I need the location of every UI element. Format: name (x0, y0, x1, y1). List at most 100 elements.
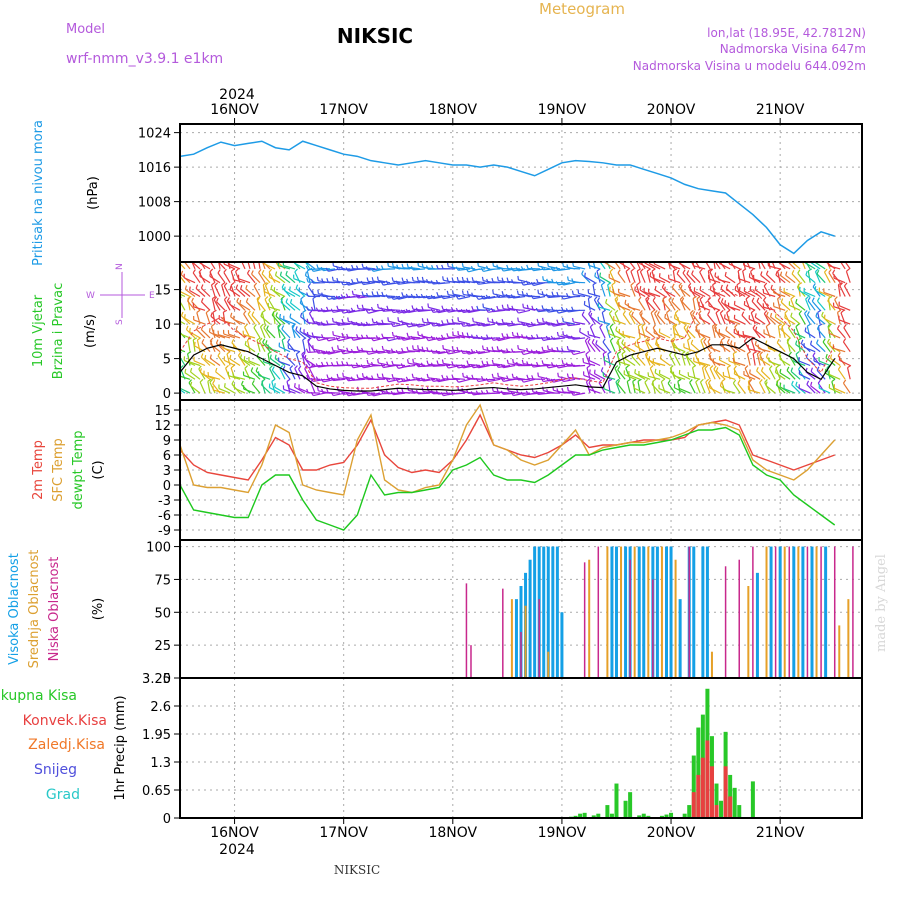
cloud-bar (688, 546, 690, 678)
wind-barb (656, 314, 666, 325)
wind-barb-flag (294, 268, 298, 273)
wind-barb-flag (250, 367, 254, 372)
wind-barb (588, 334, 601, 339)
wind-barb (801, 262, 806, 270)
wind-barb-flag (679, 296, 684, 300)
wind-barb-flag (804, 310, 808, 314)
wind-barb (804, 262, 816, 270)
wind-barb-flag (686, 270, 690, 275)
wind-barb-flag (470, 334, 474, 339)
wind-barb (689, 382, 696, 394)
wind-barb-flag (261, 309, 266, 313)
wind-barb-flag (565, 293, 569, 298)
wind-barb-flag (838, 282, 843, 286)
wind-barb (638, 299, 646, 311)
wind-ylabel-1: 10m Vjetar (31, 294, 46, 367)
wind-barb-flag (216, 297, 219, 303)
wind-barb-flag (173, 366, 175, 369)
wind-barb-flag (189, 286, 191, 291)
wind-barb (453, 377, 466, 380)
wind-barb-flag (520, 350, 524, 355)
wind-barb (438, 351, 451, 355)
wind-barb-flag (221, 282, 226, 286)
wind-barb-flag (395, 309, 399, 314)
wind-barb-flag (366, 277, 369, 282)
wind-barb (210, 315, 221, 325)
wind-barb-flag (540, 336, 544, 341)
cloud-bar (769, 546, 773, 678)
wind-barb (306, 270, 311, 283)
wind-barb (209, 275, 221, 284)
wind-barb (753, 278, 766, 284)
precip-bar (700, 757, 705, 818)
wind-barb (563, 378, 576, 383)
wind-barb (681, 353, 686, 366)
wind-barb-flag (268, 268, 273, 273)
wind-barb-flag (829, 341, 831, 346)
wind-barb-flag (624, 299, 627, 304)
wind-barb-flag (485, 294, 489, 299)
wind-barb (698, 305, 711, 311)
legend-snijeg: Snijeg (34, 762, 77, 778)
wind-barb-flag (446, 277, 449, 282)
wind-barb-flag (780, 298, 784, 303)
wind-barb-flag (661, 283, 665, 288)
wind-barb (221, 284, 226, 297)
wind-barb (573, 364, 586, 368)
wind-barb-flag (634, 369, 637, 374)
wind-barb (223, 299, 231, 311)
wind-barb-flag (188, 379, 192, 384)
wind-barb (777, 325, 781, 338)
wind-barb-flag (501, 333, 504, 338)
wind-barb-flag (687, 337, 692, 341)
wind-barb (763, 332, 776, 339)
wind-barb (840, 262, 846, 270)
wind-barb-flag (465, 308, 469, 313)
wind-barb-flag (356, 304, 359, 309)
wind-barb (187, 339, 191, 352)
wind-barb-flag (521, 334, 524, 339)
wind-barb (625, 367, 631, 380)
wind-barb (393, 309, 406, 314)
wind-barb (816, 342, 826, 353)
wind-barb-flag (784, 309, 789, 314)
wind-barb (667, 382, 676, 394)
wind-barb (613, 292, 626, 298)
wind-barb (275, 315, 286, 325)
wind-barb-flag (622, 310, 626, 315)
wind-barb-flag (271, 366, 275, 371)
wind-barb (266, 328, 276, 339)
wind-barb-flag (700, 337, 705, 341)
wind-barb (828, 272, 836, 284)
wind-barb-flag (645, 351, 649, 355)
wind-barb (294, 386, 306, 394)
wind-barb (728, 306, 741, 311)
wind-barb-flag (228, 300, 231, 305)
wind-barb-flag (295, 326, 298, 331)
wind-barb-flag (475, 295, 479, 300)
wind-barb (749, 372, 761, 380)
wind-barb-flag (326, 277, 329, 283)
temp-line-1 (179, 403, 836, 496)
wind-barb-flag (401, 292, 404, 297)
wind-barb-flag (555, 266, 559, 271)
wind-barb-flag (530, 266, 534, 271)
wind-barb-flag (210, 312, 213, 317)
cloud-bar (810, 546, 814, 678)
wind-barb (763, 306, 776, 311)
wind-barb-flag (714, 272, 717, 277)
wind-barb (773, 305, 786, 311)
wind-barb-flag (797, 365, 802, 370)
wind-barb-flag (266, 325, 269, 330)
cloud-bar (560, 612, 564, 678)
wind-barb-flag (540, 265, 544, 271)
wind-barb (199, 275, 211, 284)
wind-barb-flag (430, 294, 434, 299)
wind-barb (806, 384, 816, 394)
wind-barb (493, 281, 506, 284)
wind-barb-flag (776, 378, 781, 383)
wind-barb-flag (193, 341, 196, 346)
wind-barb-flag (645, 353, 649, 358)
wind-barb (383, 376, 396, 380)
wind-barb-flag (771, 255, 774, 258)
